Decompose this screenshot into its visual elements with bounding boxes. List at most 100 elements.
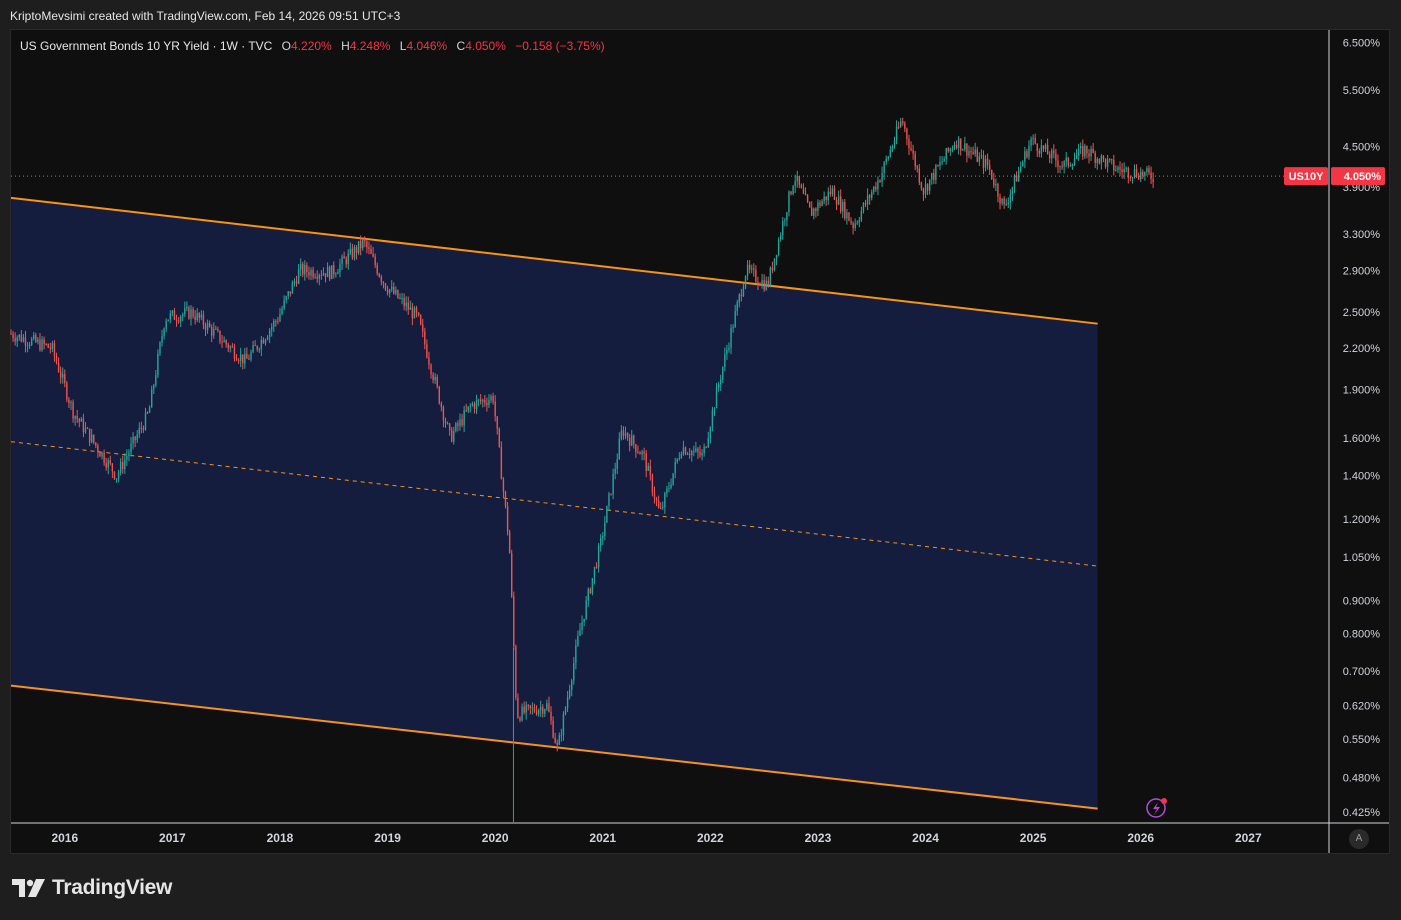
candle: [649, 459, 652, 481]
candle: [1007, 197, 1009, 208]
candle: [842, 199, 844, 219]
y-tick-label: 0.800%: [1343, 628, 1381, 640]
candle: [949, 147, 952, 156]
candle: [206, 319, 209, 334]
candle: [362, 238, 364, 251]
candle: [1135, 164, 1138, 179]
candle: [597, 543, 600, 573]
candle: [1034, 133, 1036, 145]
candle: [639, 451, 641, 455]
candle: [589, 587, 592, 595]
candle: [645, 449, 647, 478]
candle: [980, 149, 983, 160]
candle: [287, 290, 289, 300]
candle: [1057, 154, 1059, 174]
channel-fill: [11, 197, 1098, 809]
candle: [620, 425, 623, 441]
candle: [250, 349, 252, 362]
candle: [796, 170, 798, 188]
candle: [256, 345, 258, 352]
y-tick-label: 0.480%: [1343, 773, 1381, 785]
legend-change: −0.158 (−3.75%): [515, 39, 605, 53]
candle: [370, 244, 372, 255]
candle: [988, 159, 991, 175]
candle: [1061, 161, 1063, 170]
candle: [289, 291, 292, 297]
candle: [494, 395, 496, 422]
candle: [231, 343, 234, 348]
candle: [192, 306, 194, 319]
candle: [552, 716, 554, 739]
candle: [391, 280, 393, 293]
candle: [912, 144, 914, 160]
candle: [815, 207, 817, 218]
candle: [900, 117, 902, 128]
y-axis[interactable]: 6.500%5.500%4.500%3.900%3.300%2.900%2.50…: [1284, 30, 1385, 853]
candle: [453, 426, 455, 445]
candle: [738, 293, 741, 308]
candle: [459, 413, 461, 431]
candle: [1067, 156, 1069, 169]
candle: [35, 332, 37, 344]
candle: [986, 153, 989, 170]
candle: [672, 473, 674, 486]
candle: [465, 403, 467, 412]
candle: [150, 385, 153, 408]
candle: [451, 426, 453, 443]
candle: [773, 258, 776, 272]
candle: [715, 382, 718, 409]
candle: [719, 374, 722, 392]
lightning-icon[interactable]: [1146, 798, 1167, 818]
candle: [941, 156, 943, 165]
candle: [128, 449, 130, 462]
candle: [275, 319, 277, 327]
candle: [761, 273, 763, 289]
candle: [806, 194, 809, 204]
candle: [208, 320, 211, 328]
candle: [430, 363, 432, 379]
candle: [655, 496, 658, 507]
candle: [343, 251, 345, 259]
candle: [283, 295, 285, 311]
candle: [18, 334, 20, 341]
candle: [186, 301, 188, 312]
candle: [22, 334, 25, 343]
candle: [908, 134, 910, 156]
candle: [848, 212, 850, 222]
candle: [297, 263, 300, 285]
candle: [498, 427, 501, 448]
candle: [1044, 143, 1047, 153]
candle: [527, 704, 529, 711]
candle: [935, 163, 937, 185]
candle: [858, 216, 861, 228]
candle: [1082, 139, 1084, 161]
candle: [235, 354, 238, 361]
candle: [651, 473, 654, 497]
candle: [376, 262, 378, 276]
candle: [349, 242, 352, 256]
candle: [446, 421, 449, 425]
candle: [931, 172, 933, 185]
legend-high-label: H: [341, 39, 350, 53]
candle: [678, 452, 681, 461]
candle: [295, 275, 298, 287]
auto-scale-button[interactable]: A: [1349, 829, 1369, 849]
candle: [1013, 173, 1016, 193]
legend-title: US Government Bonds 10 YR Yield · 1W · T…: [20, 39, 273, 53]
candle: [159, 341, 161, 356]
x-tick-label: 2027: [1235, 831, 1262, 845]
candle: [39, 333, 41, 352]
candle: [399, 293, 401, 300]
candle: [539, 700, 542, 717]
candle: [523, 701, 525, 715]
candle: [1030, 136, 1032, 152]
candle: [10, 329, 12, 335]
candle: [957, 136, 960, 155]
x-axis[interactable]: 2016 2017 2018 2019 2020 2021 2022 2023 2024 2025…: [11, 822, 1389, 845]
candle: [676, 458, 678, 464]
candle: [734, 304, 736, 328]
candle: [314, 273, 316, 279]
y-tick-label: 0.425%: [1343, 807, 1381, 819]
tradingview-logo[interactable]: TradingView: [12, 876, 172, 900]
candle: [897, 121, 900, 130]
